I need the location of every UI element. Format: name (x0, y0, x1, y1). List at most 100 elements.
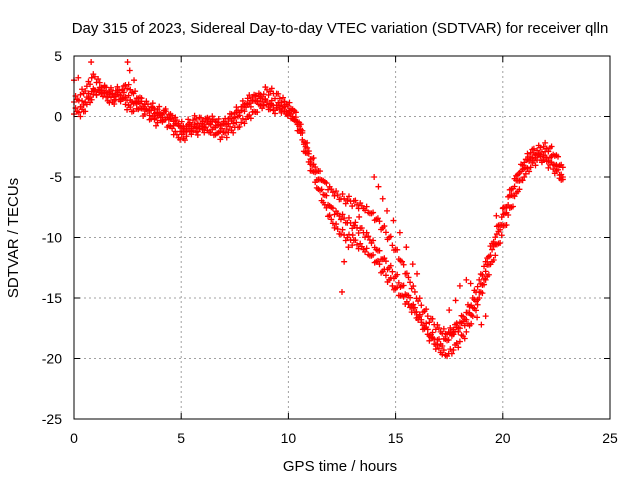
data-point (286, 107, 293, 114)
data-point (120, 89, 127, 96)
data-point (193, 115, 200, 122)
data-point (492, 234, 499, 241)
data-point (138, 98, 145, 105)
data-point (144, 101, 151, 108)
data-point (389, 282, 396, 289)
data-point (267, 106, 274, 113)
data-point (292, 114, 299, 121)
chart-title: Day 315 of 2023, Sidereal Day-to-day VTE… (72, 20, 609, 37)
data-point (446, 307, 453, 314)
data-point (331, 192, 338, 199)
data-point (349, 203, 356, 210)
data-point (395, 279, 402, 286)
data-point (413, 308, 420, 315)
data-point (254, 97, 261, 104)
data-point (424, 326, 431, 333)
data-point (207, 129, 214, 136)
data-point (400, 261, 407, 268)
data-point (396, 229, 403, 236)
data-point (476, 276, 483, 283)
data-point (376, 261, 383, 268)
x-tick-label: 0 (70, 430, 78, 446)
data-point (394, 271, 401, 278)
data-point (407, 279, 414, 286)
data-point (363, 245, 370, 252)
data-point (362, 234, 369, 241)
data-point (463, 276, 470, 283)
data-point (387, 233, 394, 240)
data-point (356, 213, 363, 220)
y-tick-label: -15 (42, 290, 62, 306)
data-point (498, 232, 505, 239)
data-point (493, 212, 500, 219)
data-point (387, 262, 394, 269)
data-point (181, 137, 188, 144)
plot-frame (73, 55, 611, 420)
data-point (352, 237, 359, 244)
data-point (88, 59, 95, 66)
y-tick-label: -25 (42, 411, 62, 427)
data-point (382, 258, 389, 265)
data-point (107, 94, 114, 101)
data-point (339, 226, 346, 233)
data-point (262, 97, 269, 104)
data-point (337, 216, 344, 223)
data-point (156, 103, 163, 110)
data-point (189, 127, 196, 134)
data-point (272, 110, 278, 117)
data-point (191, 112, 198, 119)
data-point (345, 193, 352, 200)
data-point (209, 126, 216, 133)
data-point (331, 224, 338, 231)
data-point (370, 209, 377, 216)
data-point (198, 114, 205, 121)
data-point (130, 108, 137, 115)
data-point (351, 222, 358, 229)
data-point (489, 246, 496, 253)
data-point (423, 306, 430, 313)
data-point (329, 205, 336, 212)
data-point (131, 77, 138, 84)
data-point (371, 174, 378, 180)
data-point (355, 245, 362, 252)
data-point (456, 338, 463, 345)
x-tick-label: 20 (495, 430, 511, 446)
data-point (329, 220, 336, 227)
data-point (542, 139, 549, 146)
data-point (281, 103, 288, 110)
data-point (382, 229, 389, 236)
data-point (107, 84, 114, 91)
data-point (218, 121, 225, 128)
data-point (490, 257, 497, 264)
data-point (91, 88, 98, 95)
data-point (241, 120, 248, 127)
data-point (352, 197, 359, 204)
data-point (405, 274, 412, 281)
y-tick-label: 5 (54, 48, 62, 64)
data-point (278, 107, 285, 114)
data-point (223, 126, 230, 133)
data-point (548, 159, 555, 166)
data-point (239, 97, 246, 104)
data-point (403, 244, 410, 251)
data-point (485, 261, 492, 268)
data-point (345, 244, 352, 251)
data-point (376, 247, 383, 254)
data-point (362, 207, 369, 214)
data-point (455, 344, 462, 351)
data-point (318, 186, 325, 193)
y-tick-label: -5 (50, 169, 63, 185)
data-point (485, 271, 492, 278)
data-point (542, 154, 549, 161)
data-point (505, 202, 512, 209)
data-point (344, 234, 351, 241)
data-point (310, 154, 317, 161)
data-point (532, 162, 539, 169)
data-point (522, 170, 529, 177)
data-point (487, 252, 494, 259)
data-point (516, 186, 523, 193)
data-point (389, 242, 396, 249)
data-point (474, 314, 481, 321)
data-point (545, 164, 552, 171)
data-point (79, 98, 86, 105)
